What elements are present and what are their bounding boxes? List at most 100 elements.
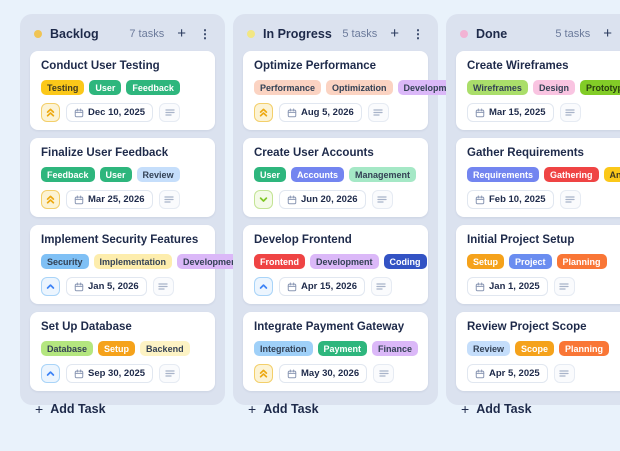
calendar-icon bbox=[287, 282, 297, 291]
plus-icon: + bbox=[461, 401, 470, 417]
tag: Database bbox=[41, 341, 94, 356]
task-card[interactable]: Conduct User Testing Testing User Feedback… bbox=[30, 51, 215, 130]
tag: Management bbox=[349, 167, 417, 182]
column-header: Done 5 tasks + ⋮ bbox=[446, 14, 620, 49]
priority-low-icon bbox=[254, 190, 273, 209]
tag: Security bbox=[41, 254, 89, 269]
calendar-icon bbox=[287, 195, 297, 204]
kanban-board: Backlog 7 tasks + ⋮ Conduct User Testing… bbox=[20, 14, 620, 416]
task-card[interactable]: Create Wireframes Wireframes Design Protot… bbox=[456, 51, 620, 130]
task-card[interactable]: Initial Project Setup Setup Project Planni… bbox=[456, 225, 620, 304]
task-meta: May 30, 2026 bbox=[254, 364, 417, 383]
due-date: May 30, 2026 bbox=[301, 368, 360, 379]
tag: Prototyping bbox=[579, 80, 620, 95]
description-icon bbox=[158, 190, 180, 209]
task-card[interactable]: Gather Requirements Requirements Gatherin… bbox=[456, 138, 620, 217]
tag: Wireframes bbox=[467, 80, 528, 95]
task-title: Finalize User Feedback bbox=[41, 147, 169, 159]
task-card[interactable]: Create User Accounts User Accounts Managem… bbox=[243, 138, 428, 217]
due-date: Jun 20, 2026 bbox=[301, 194, 358, 205]
description-icon bbox=[559, 190, 581, 209]
tag: Development bbox=[310, 254, 379, 269]
add-task-button[interactable]: + Add Task bbox=[446, 391, 620, 429]
tag: Design bbox=[532, 80, 575, 95]
tag: Implementation bbox=[93, 254, 173, 269]
description-icon bbox=[373, 364, 395, 383]
tag-list: Testing User Feedback bbox=[41, 80, 204, 95]
add-card-button[interactable]: + bbox=[603, 25, 612, 42]
add-card-button[interactable]: + bbox=[177, 25, 186, 42]
tag: Setup bbox=[467, 254, 505, 269]
column-status-dot-icon bbox=[247, 29, 255, 38]
tag: Requirements bbox=[467, 167, 540, 182]
priority-medium-icon bbox=[41, 277, 60, 296]
task-card[interactable]: Integrate Payment Gateway Integration Pay… bbox=[243, 312, 428, 391]
tag: Planning bbox=[556, 254, 607, 269]
task-title: Create Wireframes bbox=[467, 60, 569, 72]
due-date-chip: Jun 20, 2026 bbox=[279, 190, 366, 209]
due-date: Jan 5, 2026 bbox=[88, 281, 139, 292]
priority-medium-icon bbox=[254, 277, 273, 296]
due-date-chip: Jan 1, 2025 bbox=[467, 277, 548, 296]
task-card[interactable]: Set Up Database Database Setup Backend Sep… bbox=[30, 312, 215, 391]
add-task-button[interactable]: + Add Task bbox=[233, 391, 438, 429]
due-date-chip: Mar 15, 2025 bbox=[467, 103, 554, 122]
calendar-icon bbox=[475, 108, 485, 117]
task-card[interactable]: Finalize User Feedback Feedback User Revie… bbox=[30, 138, 215, 217]
task-meta: Apr 5, 2025 bbox=[467, 364, 620, 383]
calendar-icon bbox=[74, 369, 84, 378]
calendar-icon bbox=[74, 108, 84, 117]
tag-list: Database Setup Backend bbox=[41, 341, 204, 356]
task-card[interactable]: Develop Frontend Frontend Development Codi… bbox=[243, 225, 428, 304]
task-meta: Aug 5, 2026 bbox=[254, 103, 417, 122]
tag-list: Setup Project Planning bbox=[467, 254, 620, 269]
due-date: Feb 10, 2025 bbox=[489, 194, 546, 205]
task-meta: Mar 15, 2025 bbox=[467, 103, 620, 122]
column-menu-icon[interactable]: ⋮ bbox=[199, 26, 211, 41]
tag: Development bbox=[177, 254, 246, 269]
due-date-chip: Feb 10, 2025 bbox=[467, 190, 554, 209]
due-date-chip: Mar 25, 2026 bbox=[66, 190, 153, 209]
due-date-chip: Jan 5, 2026 bbox=[66, 277, 147, 296]
calendar-icon bbox=[475, 282, 485, 291]
tag-list: Requirements Gathering Analysis bbox=[467, 167, 620, 182]
due-date: Apr 5, 2025 bbox=[489, 368, 540, 379]
task-title: Implement Security Features bbox=[41, 234, 199, 246]
task-card[interactable]: Implement Security Features Security Impl… bbox=[30, 225, 246, 304]
due-date-chip: Apr 5, 2025 bbox=[467, 364, 548, 383]
kanban-column: In Progress 5 tasks + ⋮ Optimize Perform… bbox=[233, 14, 467, 416]
task-title: Gather Requirements bbox=[467, 147, 584, 159]
task-meta: Dec 10, 2025 bbox=[41, 103, 204, 122]
due-date-chip: Sep 30, 2025 bbox=[66, 364, 154, 383]
column-cards: Optimize Performance Performance Optimiza… bbox=[233, 49, 467, 391]
add-card-button[interactable]: + bbox=[390, 25, 399, 42]
tag: Finance bbox=[372, 341, 419, 356]
task-card[interactable]: Review Project Scope Review Scope Planning… bbox=[456, 312, 620, 391]
task-meta: Jun 20, 2026 bbox=[254, 190, 417, 209]
task-meta: Apr 15, 2026 bbox=[254, 277, 417, 296]
tag: Integration bbox=[254, 341, 313, 356]
description-icon bbox=[553, 364, 575, 383]
add-task-button[interactable]: + Add Task bbox=[20, 391, 225, 429]
tag: Coding bbox=[383, 254, 427, 269]
plus-icon: + bbox=[248, 401, 257, 417]
tag: Scope bbox=[515, 341, 555, 356]
tag: Review bbox=[136, 167, 180, 182]
task-title: Create User Accounts bbox=[254, 147, 374, 159]
task-card[interactable]: Optimize Performance Performance Optimiza… bbox=[243, 51, 467, 130]
tag-list: Integration Payment Finance bbox=[254, 341, 419, 356]
calendar-icon bbox=[287, 369, 297, 378]
due-date: Jan 1, 2025 bbox=[489, 281, 540, 292]
column-menu-icon[interactable]: ⋮ bbox=[412, 26, 424, 41]
task-title: Conduct User Testing bbox=[41, 60, 160, 72]
due-date-chip: Aug 5, 2026 bbox=[279, 103, 362, 122]
kanban-column: Backlog 7 tasks + ⋮ Conduct User Testing… bbox=[20, 14, 246, 416]
tag-list: Review Scope Planning bbox=[467, 341, 620, 356]
calendar-icon bbox=[475, 369, 485, 378]
tag: Frontend bbox=[254, 254, 305, 269]
task-title: Integrate Payment Gateway bbox=[254, 321, 405, 333]
plus-icon: + bbox=[35, 401, 44, 417]
priority-high-icon bbox=[41, 103, 60, 122]
calendar-icon bbox=[475, 195, 485, 204]
task-title: Initial Project Setup bbox=[467, 234, 575, 246]
